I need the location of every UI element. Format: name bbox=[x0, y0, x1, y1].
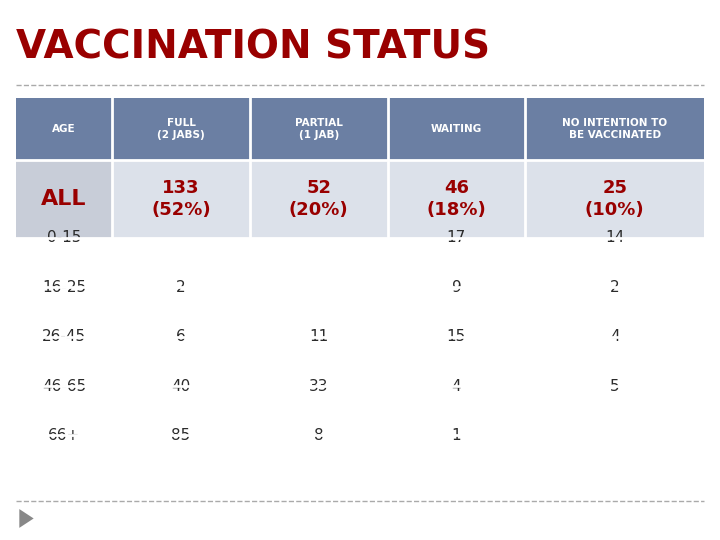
Text: 40: 40 bbox=[171, 379, 191, 394]
Text: 33: 33 bbox=[309, 379, 328, 394]
Bar bbox=[16, 98, 112, 160]
Text: 0-15: 0-15 bbox=[47, 230, 81, 245]
Text: NO INTENTION TO
BE VACCINATED: NO INTENTION TO BE VACCINATED bbox=[562, 118, 667, 140]
Bar bbox=[387, 98, 526, 160]
Text: 4: 4 bbox=[451, 379, 462, 394]
Bar bbox=[16, 160, 112, 238]
Bar bbox=[526, 98, 704, 160]
Bar bbox=[526, 160, 704, 238]
Text: WAITING: WAITING bbox=[431, 124, 482, 134]
Text: 85: 85 bbox=[171, 428, 191, 443]
Polygon shape bbox=[19, 509, 34, 528]
Text: ALL: ALL bbox=[41, 189, 86, 209]
Text: 4: 4 bbox=[610, 329, 620, 344]
Text: PARTIAL
(1 JAB): PARTIAL (1 JAB) bbox=[294, 118, 343, 140]
Text: 133
(52%): 133 (52%) bbox=[151, 179, 211, 219]
Bar bbox=[250, 160, 387, 238]
Text: 25
(10%): 25 (10%) bbox=[585, 179, 644, 219]
Text: 16-25: 16-25 bbox=[42, 280, 86, 295]
Text: VACCINATION STATUS: VACCINATION STATUS bbox=[16, 28, 490, 66]
Text: AGE: AGE bbox=[52, 124, 76, 134]
Text: FULL
(2 JABS): FULL (2 JABS) bbox=[157, 118, 205, 140]
Text: 6: 6 bbox=[176, 329, 186, 344]
Bar bbox=[387, 160, 526, 238]
Text: 15: 15 bbox=[447, 329, 466, 344]
Text: 46
(18%): 46 (18%) bbox=[426, 179, 486, 219]
Bar bbox=[112, 98, 250, 160]
Text: 2: 2 bbox=[176, 280, 186, 295]
Text: 26-45: 26-45 bbox=[42, 329, 86, 344]
Text: 9: 9 bbox=[451, 280, 462, 295]
Text: 11: 11 bbox=[309, 329, 328, 344]
Bar bbox=[112, 160, 250, 238]
Bar bbox=[250, 98, 387, 160]
Text: 66+: 66+ bbox=[48, 428, 80, 443]
Text: 14: 14 bbox=[605, 230, 624, 245]
Text: 46-65: 46-65 bbox=[42, 379, 86, 394]
Text: 2: 2 bbox=[610, 280, 620, 295]
Text: 17: 17 bbox=[447, 230, 466, 245]
Text: 5: 5 bbox=[610, 379, 620, 394]
Text: 8: 8 bbox=[314, 428, 323, 443]
Text: 1: 1 bbox=[451, 428, 462, 443]
Text: 52
(20%): 52 (20%) bbox=[289, 179, 348, 219]
